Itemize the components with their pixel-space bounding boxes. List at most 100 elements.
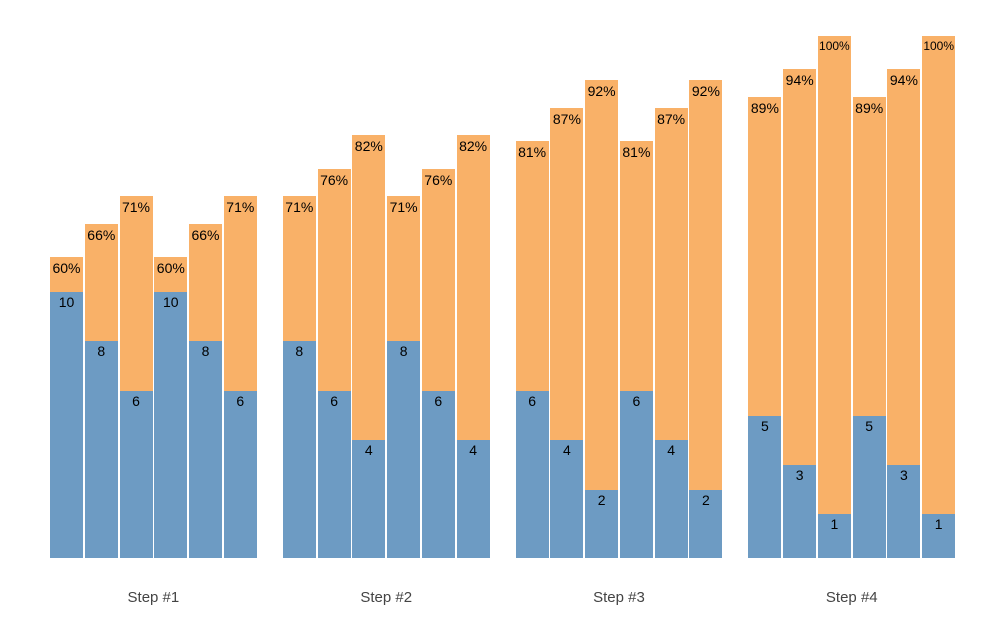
bar-percent-label: 87% — [657, 110, 686, 127]
bar: 71% 8 — [282, 196, 316, 558]
bar-segment-blue — [550, 440, 584, 558]
bar-segment-blue — [817, 514, 851, 558]
bar-value-label: 10 — [163, 293, 179, 310]
bar-segment-blue — [352, 440, 386, 558]
bar-value-label: 6 — [236, 392, 245, 409]
bar-percent-label: 71% — [121, 199, 151, 216]
bar-value-label: 2 — [701, 491, 710, 508]
bar-value-label: 8 — [399, 343, 408, 360]
bar: 100% 1 — [922, 35, 956, 558]
bar: 71% 8 — [387, 196, 421, 558]
bar-percent-label: 71% — [285, 199, 314, 216]
x-axis-group-label: Step #1 — [127, 589, 180, 606]
bar-value-label: 6 — [632, 392, 641, 409]
bar-value-label: 8 — [201, 343, 210, 360]
bar-segment-blue — [189, 341, 222, 558]
bar-value-label: 5 — [760, 417, 769, 434]
bar-value-label: 8 — [97, 343, 106, 360]
bar-percent-label: 82% — [459, 138, 488, 155]
bar-value-label: 3 — [795, 466, 804, 483]
bar-percent-label: 66% — [191, 227, 220, 243]
bar-percent-label: 76% — [424, 171, 453, 188]
bar-value-label: 1 — [830, 516, 839, 533]
bar-percent-label: 92% — [587, 82, 616, 99]
bar: 94% 3 — [783, 68, 817, 558]
bar-segment-blue — [783, 464, 817, 558]
bar-segment-blue — [282, 341, 316, 558]
bar-value-label: 8 — [295, 343, 304, 360]
bar: 81% 6 — [619, 140, 653, 558]
bar-segment-blue — [317, 390, 351, 558]
bar: 92% 2 — [689, 79, 723, 558]
bar-percent-label: 92% — [691, 82, 720, 99]
bar: 66% 8 — [84, 224, 118, 558]
bar-value-label: 10 — [58, 293, 75, 310]
bar-percent-label: 89% — [855, 99, 884, 116]
bar-percent-label: 71% — [226, 199, 255, 216]
bar-value-label: 5 — [865, 417, 874, 434]
bar-percent-label: 100% — [923, 38, 955, 53]
bar-percent-label: 66% — [87, 227, 116, 243]
bar: 76% 6 — [317, 168, 351, 558]
bar: 87% 4 — [550, 107, 584, 558]
bar: 60% 10 — [50, 257, 83, 558]
bar-value-label: 6 — [434, 392, 443, 409]
bar-percent-label: 76% — [320, 171, 349, 188]
bar-segment-blue — [585, 489, 619, 558]
bar-segment-blue — [748, 415, 782, 558]
bar-percent-label: 81% — [518, 143, 547, 160]
bar: 71% 6 — [119, 196, 153, 558]
bar-percent-label: 89% — [750, 99, 779, 116]
bar-percent-label: 71% — [389, 199, 418, 216]
bar-percent-label: 81% — [622, 143, 651, 160]
bar-value-label: 4 — [469, 442, 477, 459]
bar: 94% 3 — [887, 68, 921, 558]
bar-segment-blue — [922, 514, 956, 558]
bar-value-label: 3 — [899, 466, 908, 483]
bar: 60% 10 — [154, 257, 188, 558]
bar-segment-blue — [515, 390, 549, 558]
bar-segment-blue — [456, 440, 490, 558]
bar-segment-blue — [50, 291, 83, 558]
bar-value-label: 4 — [364, 442, 373, 459]
bar-value-label: 6 — [132, 392, 140, 409]
bar: 71% 6 — [223, 196, 257, 558]
bar: 66% 8 — [189, 224, 222, 558]
bar-percent-label: 60% — [52, 260, 81, 277]
bar-percent-label: 82% — [354, 138, 383, 155]
bar-value-label: 6 — [528, 392, 536, 409]
bar: 87% 4 — [654, 107, 688, 558]
bar: 100% 1 — [817, 35, 851, 558]
bar-percent-label: 60% — [156, 260, 185, 277]
bar: 92% 2 — [585, 79, 619, 558]
x-axis-group-label: Step #2 — [360, 589, 413, 606]
bar: 82% 4 — [456, 135, 490, 558]
bar-segment-blue — [154, 291, 188, 558]
bar: 81% 6 — [515, 140, 549, 558]
x-axis-group-label: Step #3 — [593, 589, 645, 606]
bar-segment-blue — [654, 440, 688, 558]
bar-value-label: 6 — [330, 392, 338, 409]
bar: 76% 6 — [421, 168, 455, 558]
bar: 89% 5 — [748, 96, 782, 558]
bar-percent-label: 100% — [819, 38, 850, 53]
bar-segment-blue — [421, 390, 455, 558]
bar-percent-label: 87% — [552, 110, 581, 127]
bar-segment-blue — [887, 464, 921, 558]
x-axis-group-label: Step #4 — [825, 589, 878, 606]
bar-percent-label: 94% — [785, 71, 814, 88]
bar-value-label: 4 — [562, 442, 571, 459]
bar: 82% 4 — [352, 135, 386, 558]
bar-segment-blue — [619, 390, 653, 558]
bar-segment-blue — [387, 341, 421, 558]
bar: 89% 5 — [852, 96, 886, 558]
bar-percent-label: 94% — [889, 71, 918, 88]
bar-segment-blue — [84, 341, 118, 558]
bar-segment-blue — [852, 415, 886, 558]
bar-segment-blue — [689, 489, 723, 558]
bar-value-label: 1 — [934, 516, 943, 533]
bar-value-label: 4 — [667, 442, 675, 459]
bar-value-label: 2 — [597, 491, 606, 508]
